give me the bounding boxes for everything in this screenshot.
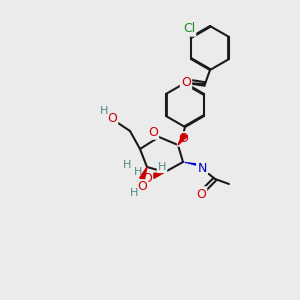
Text: N: N (197, 161, 207, 175)
Text: O: O (142, 172, 152, 184)
Text: O: O (196, 188, 206, 200)
Polygon shape (152, 172, 165, 178)
Text: O: O (148, 125, 158, 139)
Text: H: H (100, 106, 108, 116)
Text: O: O (178, 133, 188, 146)
Text: Cl: Cl (183, 22, 195, 35)
Text: H: H (200, 162, 208, 172)
Text: H: H (123, 160, 131, 170)
Text: O: O (181, 76, 191, 88)
Polygon shape (140, 167, 147, 180)
Text: H: H (158, 162, 166, 172)
Text: H: H (134, 167, 142, 177)
Text: O: O (107, 112, 117, 124)
Text: H: H (130, 188, 138, 198)
Polygon shape (178, 134, 187, 145)
Text: O: O (137, 181, 147, 194)
